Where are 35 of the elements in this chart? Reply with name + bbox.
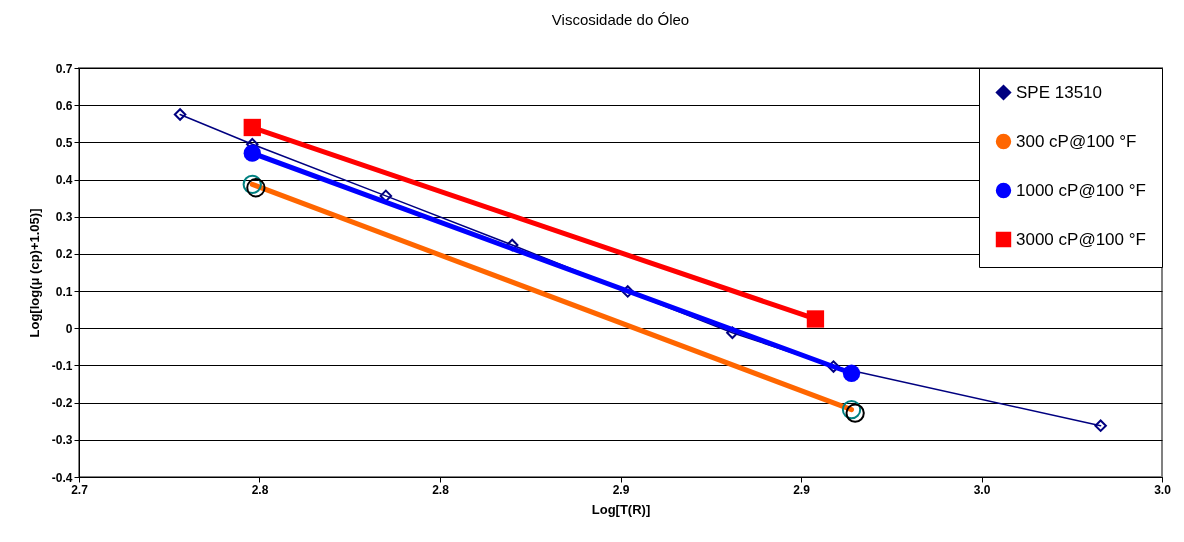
y-tick-label: 0 [65, 321, 73, 336]
point [621, 285, 634, 298]
point [379, 189, 393, 203]
y-tick-label: -0.1 [51, 358, 73, 373]
y-tick-label: 0.5 [55, 135, 73, 150]
y-axis-title: Log[log(μ (cp)+1.05)] [26, 208, 42, 338]
y-tick-label: 0.1 [55, 284, 73, 299]
y-tick-label: 0.7 [55, 61, 73, 76]
y-tick-label: 0.6 [55, 98, 73, 113]
legend-label: 1000 cP@100 °F [1016, 180, 1146, 200]
point [243, 144, 261, 162]
chart-title: Viscosidade do Óleo [551, 11, 690, 28]
x-tick-label: 2.8 [432, 482, 450, 497]
point [1094, 419, 1107, 432]
legend-label: 300 cP@100 °F [1016, 131, 1137, 151]
x-tick-label: 2.8 [251, 482, 269, 497]
y-tick-label: -0.3 [51, 433, 73, 448]
x-tick-label: 3.0 [973, 482, 991, 497]
x-axis-title: Log[T(R)] [591, 501, 651, 517]
point [806, 310, 825, 328]
point [173, 108, 187, 121]
point [827, 360, 840, 373]
legend-label: 3000 cP@100 °F [1016, 229, 1146, 249]
y-tick-label: 0.2 [55, 247, 73, 262]
legend-label: SPE 13510 [1016, 82, 1103, 102]
y-tick-label: -0.2 [51, 396, 73, 411]
y-tick-label: 0.3 [55, 210, 73, 225]
x-tick-label: 2.9 [612, 482, 630, 497]
point [842, 364, 861, 382]
y-tick-label: 0.4 [55, 173, 73, 188]
point [243, 118, 261, 137]
y-tick-label: -0.4 [51, 470, 73, 485]
x-tick-label: 3.0 [1154, 482, 1172, 497]
x-tick-label: 2.9 [793, 482, 811, 497]
x-tick-label: 2.7 [71, 482, 89, 497]
